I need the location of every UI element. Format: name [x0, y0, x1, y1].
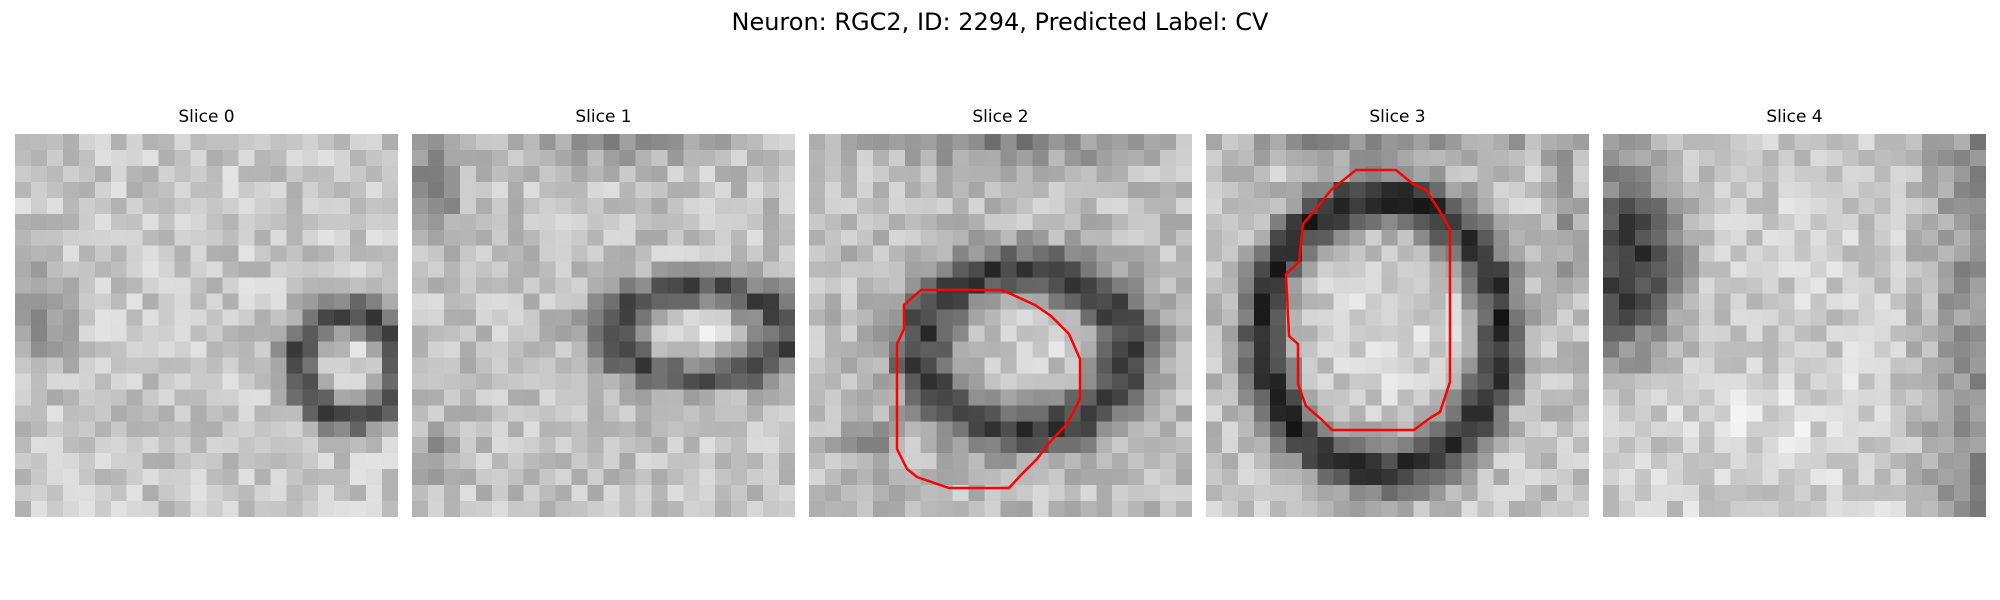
red-contour [895, 288, 1082, 490]
figure-title: Neuron: RGC2, ID: 2294, Predicted Label:… [731, 8, 1269, 36]
slice-panel-2: Slice 2 [809, 106, 1192, 517]
segmentation-contour [1284, 168, 1452, 432]
slice-pixels [1206, 134, 1589, 517]
segmentation-contour [895, 288, 1082, 490]
slice-pixels [809, 134, 1192, 517]
slice-panel-4: Slice 4 [1603, 106, 1986, 517]
slice-image [1206, 134, 1589, 517]
slice-title: Slice 3 [1369, 107, 1426, 127]
slice-image [15, 134, 398, 517]
slice-title: Slice 1 [575, 107, 632, 127]
slice-pixels [412, 134, 795, 517]
slice-panel-3: Slice 3 [1206, 106, 1589, 517]
slice-image [809, 134, 1192, 517]
slice-title: Slice 4 [1766, 107, 1823, 127]
slice-pixels [1603, 134, 1986, 517]
slice-title: Slice 0 [178, 107, 235, 127]
slice-panel-0: Slice 0 [15, 106, 398, 517]
slice-image [412, 134, 795, 517]
slice-image [1603, 134, 1986, 517]
slice-pixels [15, 134, 398, 517]
slice-panel-1: Slice 1 [412, 106, 795, 517]
red-contour [1284, 168, 1452, 432]
slice-title: Slice 2 [972, 107, 1029, 127]
